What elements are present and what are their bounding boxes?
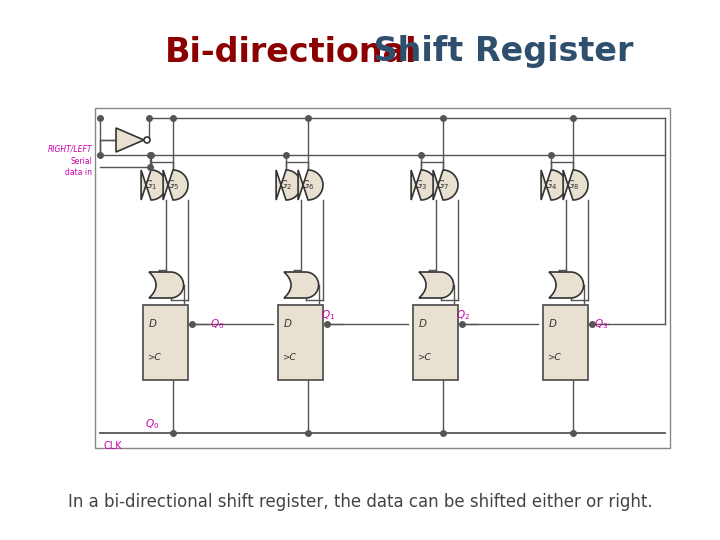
Polygon shape <box>541 170 566 200</box>
Text: $G_{1}$: $G_{1}$ <box>145 178 158 192</box>
Text: $G_{2}$: $G_{2}$ <box>279 178 292 192</box>
Polygon shape <box>549 272 584 298</box>
Polygon shape <box>116 128 144 152</box>
Bar <box>143 305 188 380</box>
Text: $G_{4}$: $G_{4}$ <box>544 178 558 192</box>
Text: D: D <box>149 319 157 329</box>
Text: RIGHT/LEFT: RIGHT/LEFT <box>48 144 92 153</box>
Text: $Q_{2}$: $Q_{2}$ <box>456 308 470 322</box>
Polygon shape <box>433 170 458 200</box>
Text: $Q_0$: $Q_0$ <box>145 417 159 431</box>
Polygon shape <box>149 272 184 298</box>
Text: $Q_{3}$: $Q_{3}$ <box>594 317 608 330</box>
Text: Serial
data in: Serial data in <box>65 157 92 177</box>
Circle shape <box>144 137 150 143</box>
Text: CLK: CLK <box>103 441 122 451</box>
Text: Shift Register: Shift Register <box>362 36 634 69</box>
Text: $G_{5}$: $G_{5}$ <box>166 178 180 192</box>
Text: >C: >C <box>417 353 431 362</box>
Text: >C: >C <box>282 353 296 362</box>
Polygon shape <box>411 170 436 200</box>
Polygon shape <box>419 272 454 298</box>
Polygon shape <box>563 170 588 200</box>
Text: $Q_{0}$: $Q_{0}$ <box>210 317 225 330</box>
Bar <box>543 305 588 380</box>
Polygon shape <box>163 170 188 200</box>
Text: D: D <box>549 319 557 329</box>
Text: >C: >C <box>547 353 561 362</box>
Text: In a bi-directional shift register, the data can be shifted either or right.: In a bi-directional shift register, the … <box>68 493 652 511</box>
Text: D: D <box>419 319 427 329</box>
Polygon shape <box>284 272 318 298</box>
Bar <box>413 305 458 380</box>
Polygon shape <box>298 170 323 200</box>
Polygon shape <box>141 170 166 200</box>
Text: $G_{7}$: $G_{7}$ <box>436 178 450 192</box>
Bar <box>95 108 670 448</box>
Text: $G_{3}$: $G_{3}$ <box>414 178 428 192</box>
Text: $G_{6}$: $G_{6}$ <box>301 178 315 192</box>
Text: Bi-directional: Bi-directional <box>165 36 418 69</box>
Text: D: D <box>284 319 292 329</box>
Text: $Q_{1}$: $Q_{1}$ <box>321 308 335 322</box>
Text: >C: >C <box>147 353 161 362</box>
Polygon shape <box>276 170 301 200</box>
Text: $G_{8}$: $G_{8}$ <box>567 178 580 192</box>
Bar <box>278 305 323 380</box>
